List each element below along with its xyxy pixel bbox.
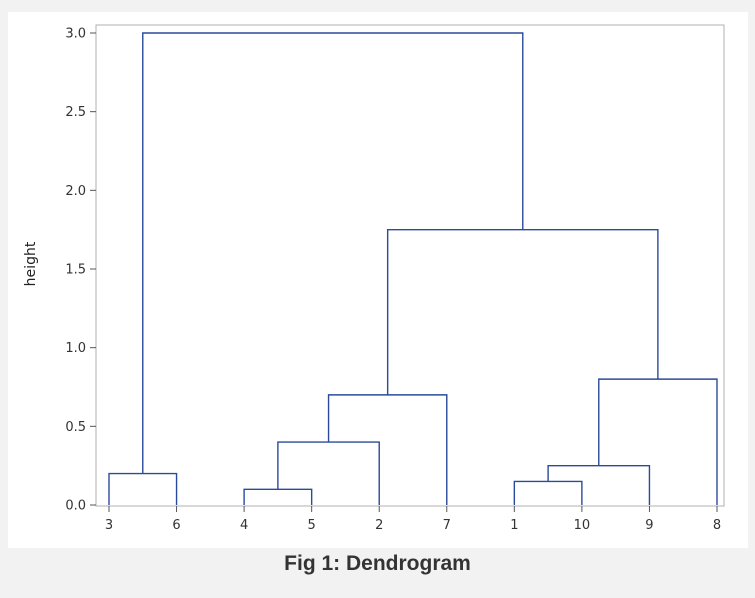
y-tick-label-0: 0.0 [65, 499, 86, 514]
leaf-label-7: 7 [443, 518, 451, 533]
dendrogram-chart: 0.0 0.5 1.0 1.5 2.0 2.5 3.0 3 6 4 5 2 7 1 10 9 8 height [23, 24, 725, 533]
y-tick-label-1: 0.5 [65, 420, 86, 435]
leaf-label-2: 2 [375, 518, 383, 533]
leaf-label-6: 6 [172, 518, 180, 533]
leaf-label-3: 3 [105, 518, 113, 533]
plot-frame [95, 24, 725, 507]
y-axis: 0.0 0.5 1.0 1.5 2.0 2.5 3.0 [65, 27, 96, 514]
y-tick-label-6: 3.0 [65, 27, 86, 42]
merge-link-9 [142, 32, 524, 474]
merge-link-6 [327, 394, 448, 505]
leaf-label-4: 4 [240, 518, 248, 533]
merge-link-8 [386, 228, 659, 395]
y-tick-label-4: 2.0 [65, 184, 86, 199]
leaf-label-10: 10 [574, 518, 591, 533]
y-tick-label-2: 1.0 [65, 341, 86, 356]
y-tick-label-3: 1.5 [65, 263, 86, 278]
x-axis: 3 6 4 5 2 7 1 10 9 8 [105, 506, 721, 533]
leaf-label-8: 8 [713, 518, 721, 533]
dendrogram-links [108, 32, 718, 505]
y-tick-label-5: 2.5 [65, 105, 86, 120]
leaf-label-9: 9 [645, 518, 653, 533]
leaf-label-1: 1 [510, 518, 518, 533]
leaf-label-5: 5 [308, 518, 316, 533]
merge-link-1 [243, 488, 313, 505]
figure-caption: Fig 1: Dendrogram [284, 552, 471, 575]
merge-link-4 [547, 464, 651, 505]
merge-link-5 [277, 441, 380, 505]
y-axis-label: height [23, 241, 39, 286]
